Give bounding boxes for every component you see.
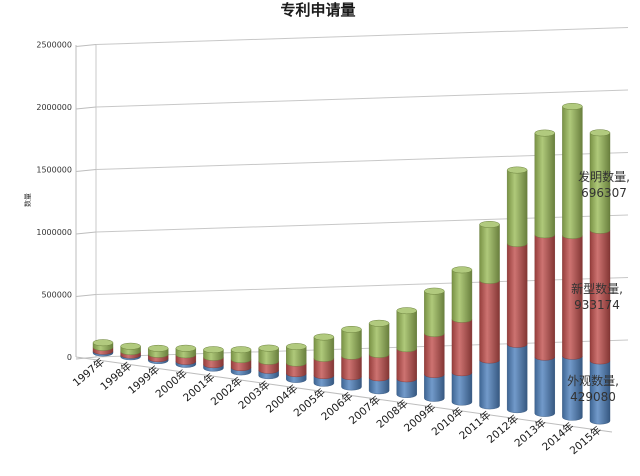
bar-top-cap <box>203 346 224 354</box>
bar-外观数量-2008年 <box>396 378 417 398</box>
bar-发明数量-2010年 <box>451 269 473 323</box>
bar-外观数量-2006年 <box>341 376 362 391</box>
bar-新型数量-2010年 <box>451 319 473 377</box>
bar-top-cap <box>589 129 611 137</box>
y-tick-mark <box>75 44 97 47</box>
bar-发明数量-2013年 <box>534 132 555 239</box>
bar-top-cap <box>479 221 500 228</box>
y-tick-label: 1000000 <box>36 228 72 237</box>
bar-top-cap <box>424 287 445 295</box>
gridline <box>95 26 629 45</box>
bar-top-cap <box>120 342 141 350</box>
y-axis-label: 数量 <box>23 193 32 207</box>
bar-top-cap <box>562 103 583 110</box>
gridline <box>95 89 629 108</box>
bar-新型数量-2004年 <box>286 362 307 378</box>
bar-发明数量-2006年 <box>341 329 362 360</box>
bar-top-cap <box>286 343 307 351</box>
bar-top-cap <box>230 346 252 354</box>
y-tick-label: 0 <box>67 353 72 362</box>
bar-top-cap <box>341 325 362 333</box>
data-label-name: 外观数量, <box>567 373 619 388</box>
bar-外观数量-2013年 <box>534 356 555 417</box>
bar-top-cap <box>313 333 335 341</box>
bar-新型数量-2006年 <box>341 355 362 381</box>
bar-top-cap <box>147 344 169 352</box>
data-label-name: 新型数量, <box>571 281 623 296</box>
bar-新型数量-2015年 <box>589 230 611 365</box>
bar-外观数量-2015年 <box>589 360 611 425</box>
bar-top-cap <box>396 307 417 315</box>
bar-发明数量-2005年 <box>313 336 335 362</box>
y-tick-label: 2000000 <box>36 103 72 112</box>
y-tick-label: 500000 <box>41 291 72 300</box>
bar-top-cap <box>92 339 114 347</box>
bar-发明数量-2009年 <box>424 290 445 337</box>
chart-title: 专利申请量 <box>280 1 355 19</box>
bar-top-cap <box>451 266 473 274</box>
data-label-value: 933174 <box>574 298 620 312</box>
bar-发明数量-2007年 <box>368 323 390 358</box>
bar-发明数量-2012年 <box>506 169 528 247</box>
bar-外观数量-2014年 <box>562 355 583 421</box>
bar-发明数量-2003年 <box>258 347 279 365</box>
bar-新型数量-2009年 <box>424 333 445 378</box>
y-tick-mark <box>75 169 97 172</box>
bar-发明数量-2004年 <box>286 346 307 367</box>
bar-发明数量-2008年 <box>396 310 417 353</box>
y-tick-label: 2500000 <box>36 41 72 50</box>
bar-外观数量-2007年 <box>368 377 390 395</box>
bar-发明数量-2011年 <box>479 224 500 284</box>
y-tick-mark <box>75 106 97 110</box>
bar-新型数量-2014年 <box>562 235 583 360</box>
bar-top-cap <box>534 129 556 137</box>
y-tick-mark <box>75 294 97 297</box>
bar-新型数量-2011年 <box>479 280 500 364</box>
bar-新型数量-2013年 <box>534 234 555 361</box>
y-tick-label: 1500000 <box>36 166 72 175</box>
bar-发明数量-2015年 <box>589 132 611 234</box>
data-label-value: 696307 <box>581 186 627 200</box>
bar-新型数量-2007年 <box>368 354 390 382</box>
bar-外观数量-2011年 <box>479 359 500 410</box>
data-label-value: 429080 <box>570 390 616 404</box>
y-tick-mark <box>75 231 97 235</box>
bar-新型数量-2005年 <box>313 358 335 379</box>
bar-top-cap <box>175 344 197 352</box>
bar-发明数量-2014年 <box>562 106 583 239</box>
bar-发明数量-2002年 <box>230 349 252 363</box>
data-label-name: 发明数量, <box>578 169 630 184</box>
bar-新型数量-2003年 <box>258 361 279 374</box>
bar-top-cap <box>258 344 279 352</box>
bar-新型数量-2012年 <box>506 243 528 348</box>
bar-外观数量-2012年 <box>506 344 528 414</box>
bar-top-cap <box>506 166 528 174</box>
bar-top-cap <box>368 319 390 327</box>
floor-front-edge <box>75 356 613 433</box>
bar-外观数量-2010年 <box>451 372 473 406</box>
bar-外观数量-2009年 <box>424 374 445 402</box>
bar-新型数量-2008年 <box>396 348 417 383</box>
y-tick-mark <box>75 356 97 360</box>
